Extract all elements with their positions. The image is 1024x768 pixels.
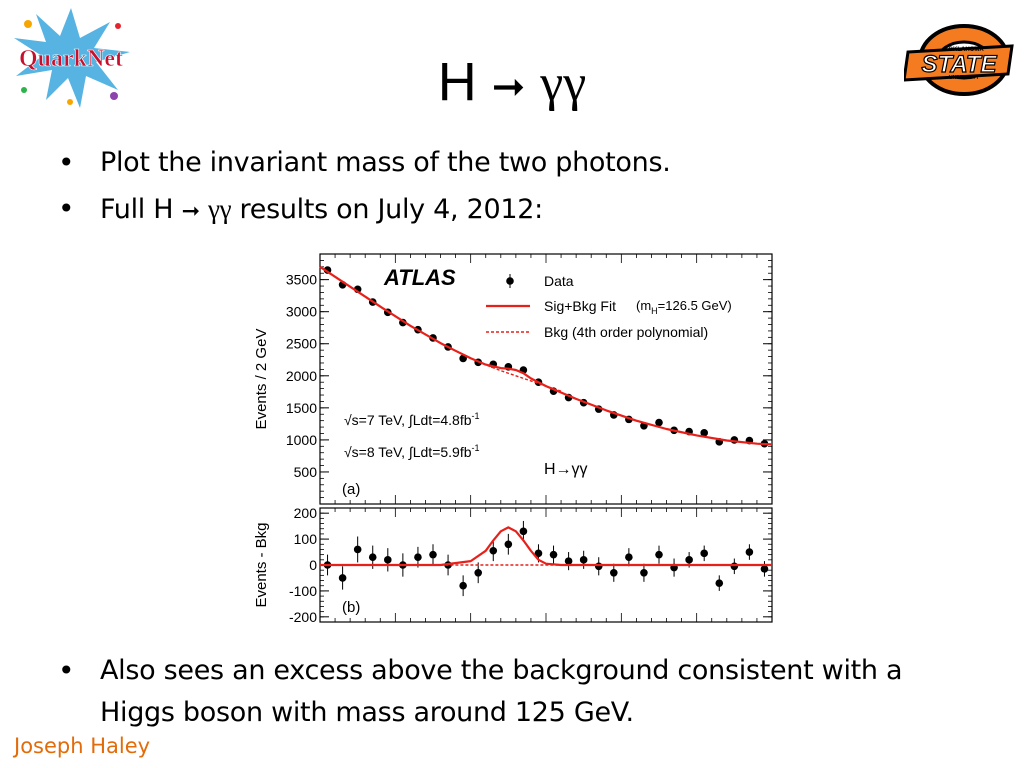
y-tick-label: 0 — [309, 557, 317, 573]
y-tick-label: 200 — [294, 505, 318, 521]
bkg-fit-line — [455, 350, 562, 392]
data-point — [368, 553, 377, 562]
title-h: H — [437, 52, 477, 112]
y-tick-label: 1500 — [286, 400, 317, 416]
bullet-text: Also sees an excess above the background… — [100, 655, 903, 728]
author-name: Joseph Haley — [14, 734, 151, 758]
quarknet-logo-text: QuarkNet — [19, 46, 123, 72]
data-point — [564, 557, 573, 565]
y-tick-label: 100 — [294, 531, 318, 547]
legend-data-marker — [506, 277, 514, 285]
energy-annotation-sup: -1 — [472, 443, 480, 453]
legend-mass-open: (m — [636, 298, 651, 313]
y-tick-label: -200 — [289, 609, 317, 625]
data-point — [534, 549, 543, 558]
data-point — [700, 549, 708, 558]
data-point — [655, 550, 663, 559]
data-point — [489, 546, 498, 555]
energy-annotation-text: √s=7 TeV, ∫Ldt=4.8fb — [344, 412, 472, 428]
energy-annotation: √s=7 TeV, ∫Ldt=4.8fb-1 — [344, 411, 480, 428]
bullet-item: Plot the invariant mass of the two photo… — [58, 140, 958, 186]
y-tick-label: 2000 — [286, 368, 317, 384]
data-point — [685, 556, 693, 564]
data-point — [338, 574, 347, 582]
data-point — [353, 545, 362, 554]
y-tick-label: 2500 — [286, 336, 317, 352]
y-tick-label: 3000 — [286, 304, 317, 320]
data-point — [459, 581, 467, 590]
data-point — [414, 553, 422, 562]
legend-mass-value: =126.5 GeV) — [658, 298, 732, 313]
energy-annotation: √s=8 TeV, ∫Ldt=5.9fb-1 — [344, 443, 480, 460]
title-gamma: γγ — [540, 55, 587, 112]
osu-state-text: STATE — [921, 51, 997, 78]
data-point — [579, 556, 588, 564]
channel-label: H→γγ — [544, 461, 588, 478]
legend-mass-note: (mH=126.5 GeV) — [636, 298, 732, 316]
osu-university-text: UNIVERSITY — [949, 75, 980, 81]
data-point — [700, 429, 708, 437]
atlas-label: ATLAS — [383, 265, 456, 290]
y-axis-label: Events - Bkg — [254, 522, 270, 607]
data-point — [474, 568, 482, 577]
data-point — [640, 568, 648, 577]
data-point — [610, 568, 618, 577]
y-axis-label: Events / 2 GeV — [254, 329, 270, 430]
data-point — [594, 562, 603, 571]
chart-panel-b: -200 -100 0 100 200 Events - Bkg (b) — [254, 505, 773, 625]
starburst-icon — [14, 8, 130, 108]
panel-label: (a) — [342, 481, 360, 498]
slide-title: H ➞ γγ — [0, 52, 1024, 117]
legend-mass-sub: H — [651, 306, 658, 316]
arrow-icon: ➞ — [491, 65, 526, 109]
arrow-icon: ➞ — [181, 199, 200, 224]
bullet-text-pre: Full H — [100, 194, 174, 225]
legend-entry-bkg: Bkg (4th order polynomial) — [544, 324, 708, 340]
bullet-item: Full H ➞ γγ results on July 4, 2012: — [58, 186, 958, 235]
sig-bkg-fit-line — [319, 265, 773, 446]
data-point — [504, 540, 513, 549]
quarknet-logo: QuarkNet — [14, 8, 130, 108]
data-point — [519, 527, 528, 536]
sig-bkg-fit-line — [320, 526, 772, 567]
energy-annotation-text: √s=8 TeV, ∫Ldt=5.9fb — [344, 444, 472, 460]
energy-annotation-sup: -1 — [472, 411, 480, 421]
bullet-item: Also sees an excess above the background… — [58, 650, 958, 734]
y-tick-label: 500 — [294, 464, 318, 480]
bullet-text: Plot the invariant mass of the two photo… — [100, 147, 671, 178]
y-tick-label: 3500 — [286, 272, 317, 288]
y-tick-label: 1000 — [286, 432, 317, 448]
legend-entry-data: Data — [544, 273, 574, 289]
legend-entry-fit: Sig+Bkg Fit — [544, 298, 616, 314]
data-point — [429, 550, 437, 559]
osu-oklahoma-text: OKLAHOMA — [948, 47, 984, 53]
bullet-list-bottom: Also sees an excess above the background… — [58, 650, 958, 734]
oklahoma-state-logo: STATE OKLAHOMA UNIVERSITY — [904, 24, 1014, 96]
panel-label: (b) — [342, 599, 360, 616]
data-point — [760, 565, 769, 573]
data-point — [745, 548, 754, 556]
bullet-list: Plot the invariant mass of the two photo… — [58, 140, 958, 235]
chart-panel-a: 500 1000 1500 2000 2500 3000 3500 Events / 2 Ge… — [254, 253, 773, 505]
data-point — [549, 550, 558, 559]
data-point — [625, 553, 633, 562]
data-point — [715, 579, 724, 587]
y-tick-label: -100 — [289, 583, 317, 599]
data-point — [384, 556, 392, 564]
data-point — [730, 562, 739, 571]
data-point — [655, 418, 663, 427]
bullet-text-post: results on July 4, 2012: — [231, 194, 544, 225]
bullet-gamma: γγ — [208, 194, 232, 224]
